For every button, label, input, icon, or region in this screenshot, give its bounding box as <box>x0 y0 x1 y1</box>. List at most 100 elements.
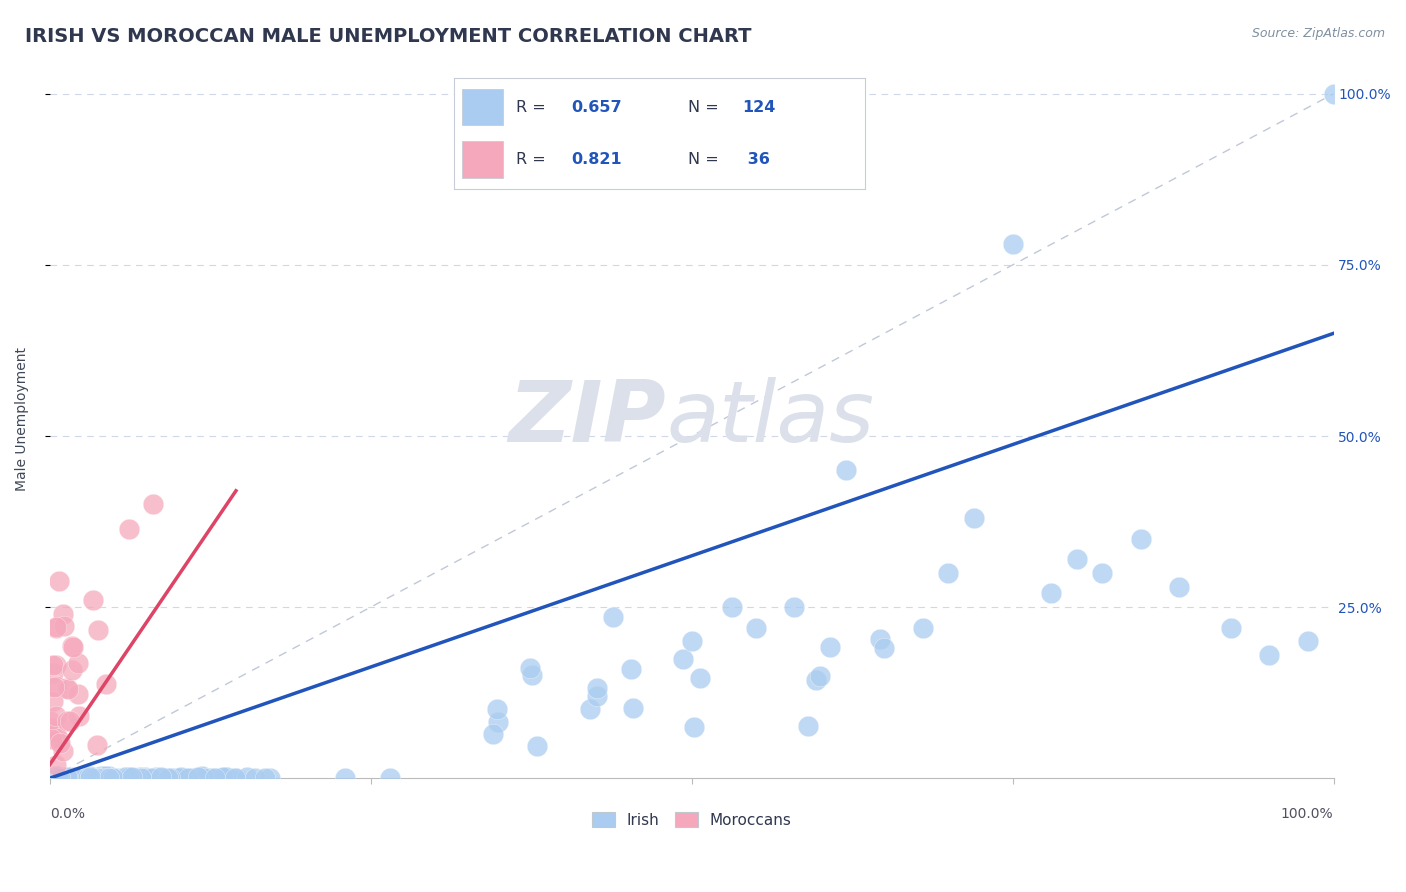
Point <box>335 771 357 785</box>
Point <box>672 651 695 665</box>
Point <box>783 600 806 615</box>
Text: 0.0%: 0.0% <box>49 806 84 821</box>
Point <box>378 771 401 785</box>
Point <box>45 709 67 723</box>
Point <box>202 771 225 785</box>
Point <box>45 658 67 673</box>
Text: IRISH VS MOROCCAN MALE UNEMPLOYMENT CORRELATION CHART: IRISH VS MOROCCAN MALE UNEMPLOYMENT CORR… <box>25 27 752 45</box>
Point <box>1258 648 1281 662</box>
Point <box>77 771 100 785</box>
Point <box>93 771 115 785</box>
Text: ZIP: ZIP <box>509 377 666 460</box>
Point <box>187 770 209 784</box>
Point <box>1219 621 1241 635</box>
Point <box>49 736 72 750</box>
Point <box>176 771 198 785</box>
Point <box>48 574 70 589</box>
Point <box>1001 237 1024 252</box>
Point <box>45 679 67 693</box>
Point <box>101 771 124 785</box>
Point <box>225 771 247 785</box>
Point <box>167 771 190 785</box>
Point <box>129 771 152 785</box>
Point <box>134 770 156 784</box>
Point <box>150 770 173 784</box>
Point <box>41 732 63 747</box>
Point <box>121 770 143 784</box>
Point <box>134 771 156 785</box>
Point <box>53 619 76 633</box>
Point <box>745 621 768 635</box>
Point <box>125 771 148 785</box>
Point <box>215 770 238 784</box>
Point <box>60 639 83 653</box>
Point <box>145 770 167 784</box>
Point <box>602 609 624 624</box>
Point <box>52 607 75 621</box>
Point <box>621 701 644 715</box>
Point <box>79 771 101 785</box>
Point <box>39 714 62 729</box>
Point <box>169 771 191 785</box>
Point <box>114 770 136 784</box>
Point <box>82 771 104 785</box>
Point <box>808 668 831 682</box>
Point <box>797 719 820 733</box>
Point <box>86 738 108 752</box>
Point <box>259 771 281 785</box>
Text: atlas: atlas <box>666 377 875 460</box>
Point <box>52 744 75 758</box>
Point <box>98 769 121 783</box>
Point <box>66 656 89 670</box>
Point <box>77 771 100 785</box>
Point <box>835 463 858 477</box>
Point <box>77 771 100 785</box>
Legend: Irish, Moroccans: Irish, Moroccans <box>583 804 800 835</box>
Point <box>963 511 986 525</box>
Point <box>46 771 69 785</box>
Point <box>45 620 67 634</box>
Y-axis label: Male Unemployment: Male Unemployment <box>15 347 30 491</box>
Point <box>160 771 183 785</box>
Point <box>1129 532 1152 546</box>
Point <box>128 770 150 784</box>
Point <box>96 677 118 691</box>
Point <box>97 771 120 785</box>
Point <box>46 771 69 785</box>
Text: Source: ZipAtlas.com: Source: ZipAtlas.com <box>1251 27 1385 40</box>
Point <box>79 769 101 783</box>
Point <box>49 771 72 785</box>
Point <box>90 769 112 783</box>
Point <box>93 771 115 785</box>
Point <box>67 708 90 723</box>
Point <box>519 661 541 675</box>
Point <box>87 770 110 784</box>
Point <box>87 771 110 785</box>
Point <box>60 663 83 677</box>
Point <box>224 771 246 785</box>
Point <box>191 769 214 783</box>
Point <box>209 771 232 785</box>
Point <box>190 770 212 784</box>
Point <box>160 771 183 785</box>
Point <box>1040 586 1063 600</box>
Point <box>1091 566 1114 580</box>
Point <box>93 769 115 783</box>
Point <box>482 727 505 741</box>
Point <box>56 770 79 784</box>
Point <box>204 771 226 785</box>
Point <box>486 714 509 729</box>
Point <box>214 771 236 785</box>
Point <box>579 702 602 716</box>
Point <box>159 771 181 785</box>
Point <box>46 770 69 784</box>
Point <box>86 771 108 785</box>
Point <box>45 757 67 772</box>
Point <box>132 771 155 785</box>
Point <box>118 771 141 785</box>
Point <box>62 770 84 784</box>
Point <box>689 671 711 685</box>
Point <box>681 634 703 648</box>
Point <box>84 771 107 785</box>
Point <box>82 593 104 607</box>
